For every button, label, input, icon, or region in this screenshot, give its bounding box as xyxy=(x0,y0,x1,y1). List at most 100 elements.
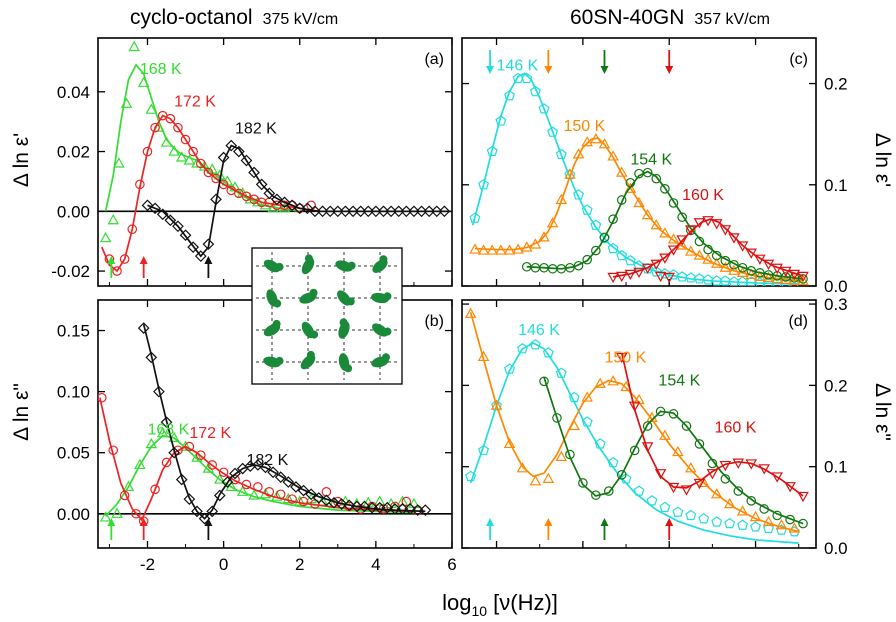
right-panel-title-field: 357 kV/cm xyxy=(694,11,770,28)
ytick-label-b-2: 0.10 xyxy=(57,383,90,402)
inset-molecule xyxy=(300,350,316,370)
xtick-label-b-4: 6 xyxy=(447,555,456,574)
point-d-150K-1 xyxy=(477,350,490,362)
ytick-label-b-3: 0.15 xyxy=(57,322,90,341)
point-d-146K-23 xyxy=(763,522,774,534)
point-c-154K-15 xyxy=(651,173,662,184)
series-label-c-160K: 160 K xyxy=(682,187,724,204)
point-c-160K-3 xyxy=(633,267,645,279)
point-c-150K-22 xyxy=(659,227,671,238)
point-b-182K-20 xyxy=(290,481,302,493)
point-b-172K-0 xyxy=(98,392,107,403)
arrow-head-b-1 xyxy=(139,518,148,526)
plot-area-d xyxy=(464,307,809,544)
point-c-160K-23 xyxy=(663,272,675,284)
panel-c: 0.0 0.1 0.2 (c) 146 K 150 K 154 K 160 K xyxy=(461,37,848,296)
fit-line-b-182K xyxy=(142,324,426,520)
point-c-146K-0 xyxy=(469,212,481,223)
point-d-146K-11 xyxy=(607,456,619,468)
inset-molecule-head xyxy=(347,261,356,270)
point-b-168K-7 xyxy=(179,440,192,451)
left-panel-title: cyclo-octanol 375 kV/cm xyxy=(130,6,338,29)
panel-d: 0.0 0.1 0.2 0.3 (d) 146 K 150 K 154 K 160 K xyxy=(461,295,848,558)
series-label-b-168K: 168 K xyxy=(147,421,189,438)
point-a-182K-1 xyxy=(149,202,161,215)
point-d-154K-20 xyxy=(798,518,808,529)
point-c-150K-7 xyxy=(529,238,542,249)
series-label-d-160K: 160 K xyxy=(715,420,757,437)
x-axis-label-rest: [ν(Hz)] xyxy=(487,590,558,615)
y-axis-label-panel-b: Δ ln ε" xyxy=(10,383,33,441)
point-b-168K-2 xyxy=(122,480,135,492)
point-c-150K-31 xyxy=(736,266,749,277)
point-c-146K-14 xyxy=(590,219,602,230)
point-c-146K-21 xyxy=(650,266,662,277)
point-c-160K-12 xyxy=(710,219,723,230)
point-a-168K-5 xyxy=(137,76,150,87)
point-a-182K-34 xyxy=(400,205,413,218)
panel-label-c: (c) xyxy=(789,51,808,68)
arrow-top-head-c-2 xyxy=(600,66,609,74)
point-a-182K-12 xyxy=(232,145,245,158)
point-c-150K-21 xyxy=(650,219,663,230)
point-c-154K-26 xyxy=(746,266,757,276)
point-c-146K-22 xyxy=(659,268,671,279)
series-label-c-150K: 150 K xyxy=(563,118,605,135)
point-d-146K-16 xyxy=(672,506,684,517)
inset-molecule xyxy=(372,323,392,337)
point-b-172K-3 xyxy=(131,508,141,519)
point-c-146K-26 xyxy=(693,273,705,284)
point-d-150K-0 xyxy=(464,307,477,318)
xtick-label-b-1: 0 xyxy=(219,555,228,574)
point-d-154K-3 xyxy=(578,478,588,488)
point-d-150K-2 xyxy=(490,399,503,410)
point-d-154K-4 xyxy=(591,490,601,500)
point-c-160K-19 xyxy=(771,263,783,275)
x-axis-label-subscript: 10 xyxy=(471,603,487,619)
panel-label-b: (b) xyxy=(424,313,444,330)
point-d-146K-18 xyxy=(698,512,710,524)
point-d-146K-20 xyxy=(724,517,736,529)
point-d-150K-3 xyxy=(503,437,516,449)
point-a-172K-20 xyxy=(256,197,267,208)
point-a-182K-22 xyxy=(309,205,321,218)
point-d-160K-13 xyxy=(784,482,796,493)
inset-molecule-head xyxy=(275,262,284,271)
titles: cyclo-octanol 375 kV/cm 60SN-40GN 357 kV/c… xyxy=(130,6,770,29)
point-c-160K-6 xyxy=(659,253,671,264)
point-c-154K-32 xyxy=(798,274,808,284)
point-a-182K-17 xyxy=(271,193,283,206)
point-d-146K-3 xyxy=(504,363,515,374)
point-a-172K-2 xyxy=(119,254,130,264)
point-c-160K-4 xyxy=(641,263,654,275)
point-c-150K-10 xyxy=(555,193,568,205)
point-d-146K-14 xyxy=(646,495,658,506)
point-b-182K-34 xyxy=(396,503,409,515)
point-a-168K-8 xyxy=(160,136,173,147)
point-b-172K-27 xyxy=(401,496,412,507)
point-c-160K-7 xyxy=(667,245,680,256)
point-c-154K-10 xyxy=(608,214,618,224)
point-d-154K-0 xyxy=(539,376,549,387)
point-c-146K-6 xyxy=(521,72,533,84)
point-d-150K-9 xyxy=(581,391,593,402)
point-d-154K-19 xyxy=(785,514,795,525)
ytick-label-d-0: 0.0 xyxy=(824,539,848,558)
inset-molecule-head xyxy=(273,299,282,308)
point-c-150K-25 xyxy=(685,245,697,256)
point-a-172K-8 xyxy=(165,113,176,124)
point-a-168K-21 xyxy=(259,199,272,210)
inset-molecule-body xyxy=(335,260,353,272)
point-d-160K-5 xyxy=(680,485,693,496)
point-c-146K-29 xyxy=(719,275,731,286)
series-label-a-172K: 172 K xyxy=(174,94,216,111)
point-a-172K-5 xyxy=(142,146,153,157)
point-b-182K-24 xyxy=(320,494,333,507)
point-d-160K-4 xyxy=(667,482,680,494)
point-a-172K-22 xyxy=(272,200,282,211)
point-c-160K-0 xyxy=(607,272,619,284)
point-a-182K-38 xyxy=(430,205,443,218)
point-b-182K-12 xyxy=(229,467,241,480)
point-c-150K-6 xyxy=(520,241,533,252)
series-label-d-146K: 146 K xyxy=(518,322,560,339)
